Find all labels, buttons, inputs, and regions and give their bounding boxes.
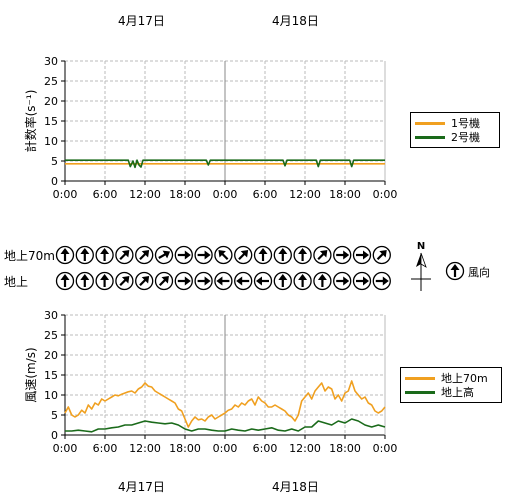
y-tick-label: 20 — [44, 349, 58, 362]
wind-arrow-upper — [55, 245, 75, 265]
wind-speed-legend: 地上70m 地上高 — [400, 367, 502, 403]
wind-arrow-upper — [135, 245, 154, 265]
y-tick-label: 25 — [44, 329, 58, 342]
legend-swatch-unit1 — [415, 121, 445, 125]
count-rate-legend: 1号機 2号機 — [410, 112, 500, 148]
wind-arrow-upper — [154, 245, 174, 265]
wind-row-label-lower: 地上 — [4, 275, 28, 289]
x-tick-label: 18:00 — [169, 188, 201, 201]
x-tick-label: 0:00 — [373, 442, 398, 455]
wind-arrow-lower — [194, 271, 213, 291]
y-tick-label: 30 — [44, 309, 58, 322]
wind-arrow-lower — [214, 271, 233, 291]
series-line-1 — [64, 380, 386, 428]
wind-arrow-lower — [154, 271, 174, 291]
date-label-top-1: 4月17日 — [118, 14, 165, 28]
x-tick-label: 18:00 — [329, 442, 361, 455]
legend-label-unit2: 2号機 — [451, 131, 480, 144]
wind-arrow-upper — [115, 245, 134, 265]
wind-arrow-upper — [95, 245, 114, 265]
x-tick-label: 12:00 — [289, 188, 321, 201]
x-tick-label: 0:00 — [213, 188, 238, 201]
date-label-bottom-2: 4月18日 — [272, 480, 319, 494]
x-tick-label: 0:00 — [53, 442, 78, 455]
series-line-2 — [65, 159, 385, 169]
y-tick-label: 20 — [44, 95, 58, 108]
legend-swatch-unit2 — [415, 135, 445, 139]
wind-arrow-upper — [372, 245, 391, 265]
wind-arrow-upper — [293, 245, 312, 265]
y-tick-label: 15 — [44, 115, 58, 128]
legend-item-unit2: 2号機 — [415, 130, 495, 144]
wind-arrow-lower — [352, 271, 372, 291]
wind-arrow-upper — [234, 245, 253, 265]
y-tick-label: 10 — [44, 389, 58, 402]
wind-arrow-lower — [313, 271, 332, 291]
y-tick-label: 10 — [44, 135, 58, 148]
x-tick-label: 6:00 — [253, 442, 278, 455]
x-tick-label: 6:00 — [93, 188, 118, 201]
wind-arrow-upper — [333, 245, 352, 265]
x-tick-label: 6:00 — [93, 442, 118, 455]
legend-label-ground: 地上高 — [441, 386, 474, 399]
wind-arrow-upper — [75, 245, 94, 265]
wind-arrow-upper — [253, 245, 273, 265]
wind-arrow-lower — [55, 271, 75, 291]
y-axis-label: 計数率(s⁻¹) — [23, 90, 38, 153]
wind-arrow-lower — [95, 271, 114, 291]
wind-arrow-lower — [174, 271, 193, 291]
wind-arrow-upper — [313, 245, 332, 265]
wind-speed-chart: 0 5 10 15 20 25 30 0:00 6:00 12:00 18:00 0:00 6:00 12… — [24, 309, 398, 455]
wind-legend-label: 風向 — [468, 265, 490, 279]
x-tick-label: 18:00 — [169, 442, 201, 455]
x-tick-label: 12:00 — [289, 442, 321, 455]
x-tick-label: 12:00 — [129, 188, 161, 201]
wind-legend-arrow-icon — [445, 261, 465, 281]
wind-arrow-lower — [253, 271, 273, 291]
x-tick-label: 0:00 — [53, 188, 78, 201]
wind-arrow-lower — [273, 271, 292, 291]
wind-arrow-upper — [214, 245, 233, 265]
date-label-top-2: 4月18日 — [272, 14, 319, 28]
wind-arrow-upper — [194, 245, 213, 265]
compass-north-label: N — [417, 241, 425, 252]
legend-label-70m: 地上70m — [441, 372, 488, 385]
count-rate-chart: 0 5 10 15 20 25 30 0:00 6:00 12:00 18:00 0:00 6:00 12… — [23, 55, 398, 201]
series-line-2 — [65, 418, 386, 433]
y-tick-label: 15 — [44, 369, 58, 382]
compass-icon — [411, 252, 431, 291]
wind-arrow-lower — [293, 271, 312, 291]
legend-item-ground: 地上高 — [405, 385, 497, 399]
wind-arrow-lower — [115, 271, 134, 291]
y-tick-label: 25 — [44, 75, 58, 88]
y-tick-label: 30 — [44, 55, 58, 68]
x-tick-label: 0:00 — [373, 188, 398, 201]
legend-item-70m: 地上70m — [405, 371, 497, 385]
legend-label-unit1: 1号機 — [451, 117, 480, 130]
date-label-bottom-1: 4月17日 — [118, 480, 165, 494]
wind-arrow-upper — [174, 245, 193, 265]
wind-arrow-lower — [135, 271, 154, 291]
x-tick-label: 0:00 — [213, 442, 238, 455]
wind-arrow-lower — [234, 271, 253, 291]
wind-arrow-lower — [333, 271, 352, 291]
legend-item-unit1: 1号機 — [415, 116, 495, 130]
y-tick-label: 5 — [51, 409, 58, 422]
y-tick-label: 5 — [51, 155, 58, 168]
legend-swatch-70m — [405, 376, 435, 380]
wind-arrow-upper — [273, 245, 292, 265]
y-axis-label: 風速(m/s) — [24, 347, 38, 402]
y-tick-label: 0 — [51, 429, 58, 442]
x-tick-label: 6:00 — [253, 188, 278, 201]
x-tick-label: 12:00 — [129, 442, 161, 455]
legend-swatch-ground — [405, 390, 435, 394]
y-tick-label: 0 — [51, 175, 58, 188]
wind-arrow-lower — [372, 271, 391, 291]
wind-direction-rows: 地上70m 地上 N 風向 — [4, 241, 490, 291]
wind-row-label-upper: 地上70m — [4, 249, 55, 263]
x-tick-label: 18:00 — [329, 188, 361, 201]
wind-arrow-upper — [352, 245, 372, 265]
wind-arrow-lower — [75, 271, 94, 291]
